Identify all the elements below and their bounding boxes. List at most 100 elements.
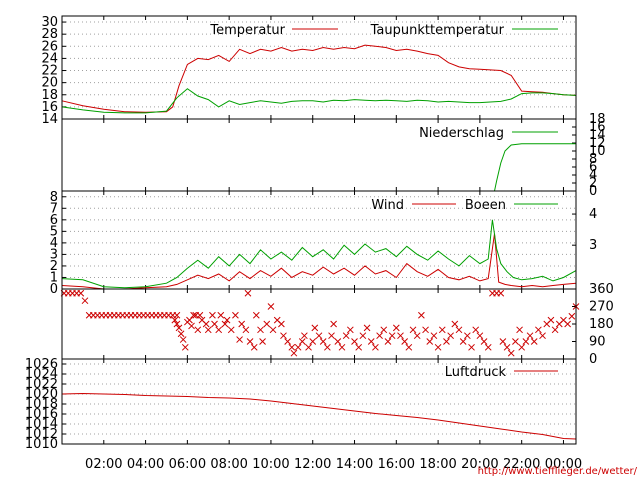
windrichtung-point [447, 332, 454, 340]
y2-tick-label: 8 [589, 152, 597, 167]
windrichtung-point [290, 349, 298, 357]
windrichtung-point [472, 326, 480, 334]
boeen-line [61, 219, 577, 289]
windrichtung-point [242, 326, 250, 334]
x-axis: 02:00 04:00 06:00 08:00 10:00 12:00 14:00 16:00… [85, 457, 582, 472]
windrichtung-point [284, 338, 292, 345]
windrichtung-point [252, 311, 260, 319]
y-tick-label: 3 [50, 247, 58, 262]
windrichtung-point [397, 332, 404, 340]
y-tick-label: 1014 [25, 417, 58, 432]
windrichtung-point [503, 343, 511, 351]
wind-series [61, 219, 577, 290]
x-tick-label: 08:00 [210, 457, 247, 472]
y-tick-label: 1020 [25, 387, 58, 402]
windrichtung-point [173, 320, 181, 328]
windrichtung-point [301, 332, 308, 340]
windrichtung-point [217, 311, 225, 319]
windrichtung-point [430, 332, 438, 340]
windrichtung-point [568, 312, 576, 320]
windrichtung-point [459, 338, 467, 345]
windrichtung-point [227, 326, 235, 334]
windrichtung-point [209, 311, 216, 319]
windrichtung-point [232, 311, 239, 319]
pressure-frame [61, 358, 577, 445]
y-tick-label: 1018 [25, 397, 58, 412]
windrichtung-point [388, 332, 396, 340]
luftdruck-line [61, 392, 577, 440]
wind-legend: Wind Boeen [371, 198, 558, 213]
windrichtung-point [418, 311, 425, 319]
windrichtung-point [175, 324, 183, 332]
windrichtung-point [518, 343, 526, 351]
windrichtung-point [468, 343, 475, 351]
windrichtung-point [311, 324, 319, 332]
y2-tick-label: 12 [589, 136, 606, 151]
windrichtung-point [315, 332, 323, 340]
direction-y-ticks: 0 90 180 270 360 [103, 282, 614, 367]
windrichtung-point [530, 338, 538, 345]
y-tick-label: 2 [50, 259, 58, 274]
x-tick-label: 22:00 [503, 457, 540, 472]
windrichtung-point [507, 349, 515, 357]
windrichtung-point [346, 326, 354, 334]
windrichtung-point [422, 326, 429, 334]
windrichtung-point [328, 332, 335, 340]
x-tick-label: 02:00 [85, 457, 122, 472]
rain-legend: Niederschlag [419, 126, 558, 141]
windrichtung-point [179, 336, 187, 343]
wind-grid [62, 196, 576, 278]
niederschlag-line [62, 143, 576, 192]
windrichtung-point [342, 332, 350, 340]
x-tick-label: 12:00 [294, 457, 331, 472]
windrichtung-point [238, 320, 246, 328]
windrichtung-point [280, 332, 287, 340]
windrichtung-point [338, 343, 346, 351]
y-tick-label: 16 [41, 100, 58, 115]
windrichtung-point [405, 343, 413, 351]
windrichtung-point [246, 338, 254, 345]
y2-tick-label: 90 [589, 335, 606, 350]
x-tick-label: 04:00 [127, 457, 164, 472]
windrichtung-point [278, 320, 285, 328]
wind-line [61, 233, 577, 290]
windrichtung-point [202, 320, 210, 328]
windrichtung-point [221, 320, 229, 328]
x-tick-label: 14:00 [336, 457, 373, 472]
y2-tick-label: 16 [589, 120, 606, 135]
windrichtung-point [367, 338, 375, 345]
y-tick-label: 1016 [25, 407, 58, 422]
windrichtung-point [401, 338, 409, 345]
windrichtung-point [334, 338, 342, 345]
windrichtung-point [376, 332, 383, 340]
y2-tick-label: 10 [589, 144, 606, 159]
pressure-series [61, 392, 577, 440]
legend-label-luftdruck: Luftdruck [445, 365, 507, 380]
y-tick-label: 4 [50, 236, 58, 251]
windrichtung-point [359, 332, 367, 340]
windrichtung-point [413, 332, 421, 340]
y-tick-label: 26 [41, 39, 58, 54]
y-tick-label: 1024 [25, 367, 58, 382]
y-tick-label: 7 [50, 201, 58, 216]
x-tick-label: 20:00 [461, 457, 498, 472]
windrichtung-point [384, 338, 392, 345]
source-url[interactable]: http://www.tiefflieger.de/wetter/ [478, 466, 638, 477]
windrichtung-point [463, 332, 471, 340]
windrichtung-point [309, 338, 317, 345]
windrichtung-point [434, 343, 442, 351]
windrichtung-point [363, 324, 371, 332]
y-tick-label: 22 [41, 64, 58, 79]
windrichtung-point [196, 311, 204, 319]
windrichtung-point [443, 338, 450, 345]
pressure-grid [62, 363, 576, 435]
windrichtung-point [188, 322, 195, 330]
windrichtung-point [476, 332, 484, 340]
windrichtung-point [351, 338, 358, 345]
pressure-legend: Luftdruck [445, 365, 558, 380]
